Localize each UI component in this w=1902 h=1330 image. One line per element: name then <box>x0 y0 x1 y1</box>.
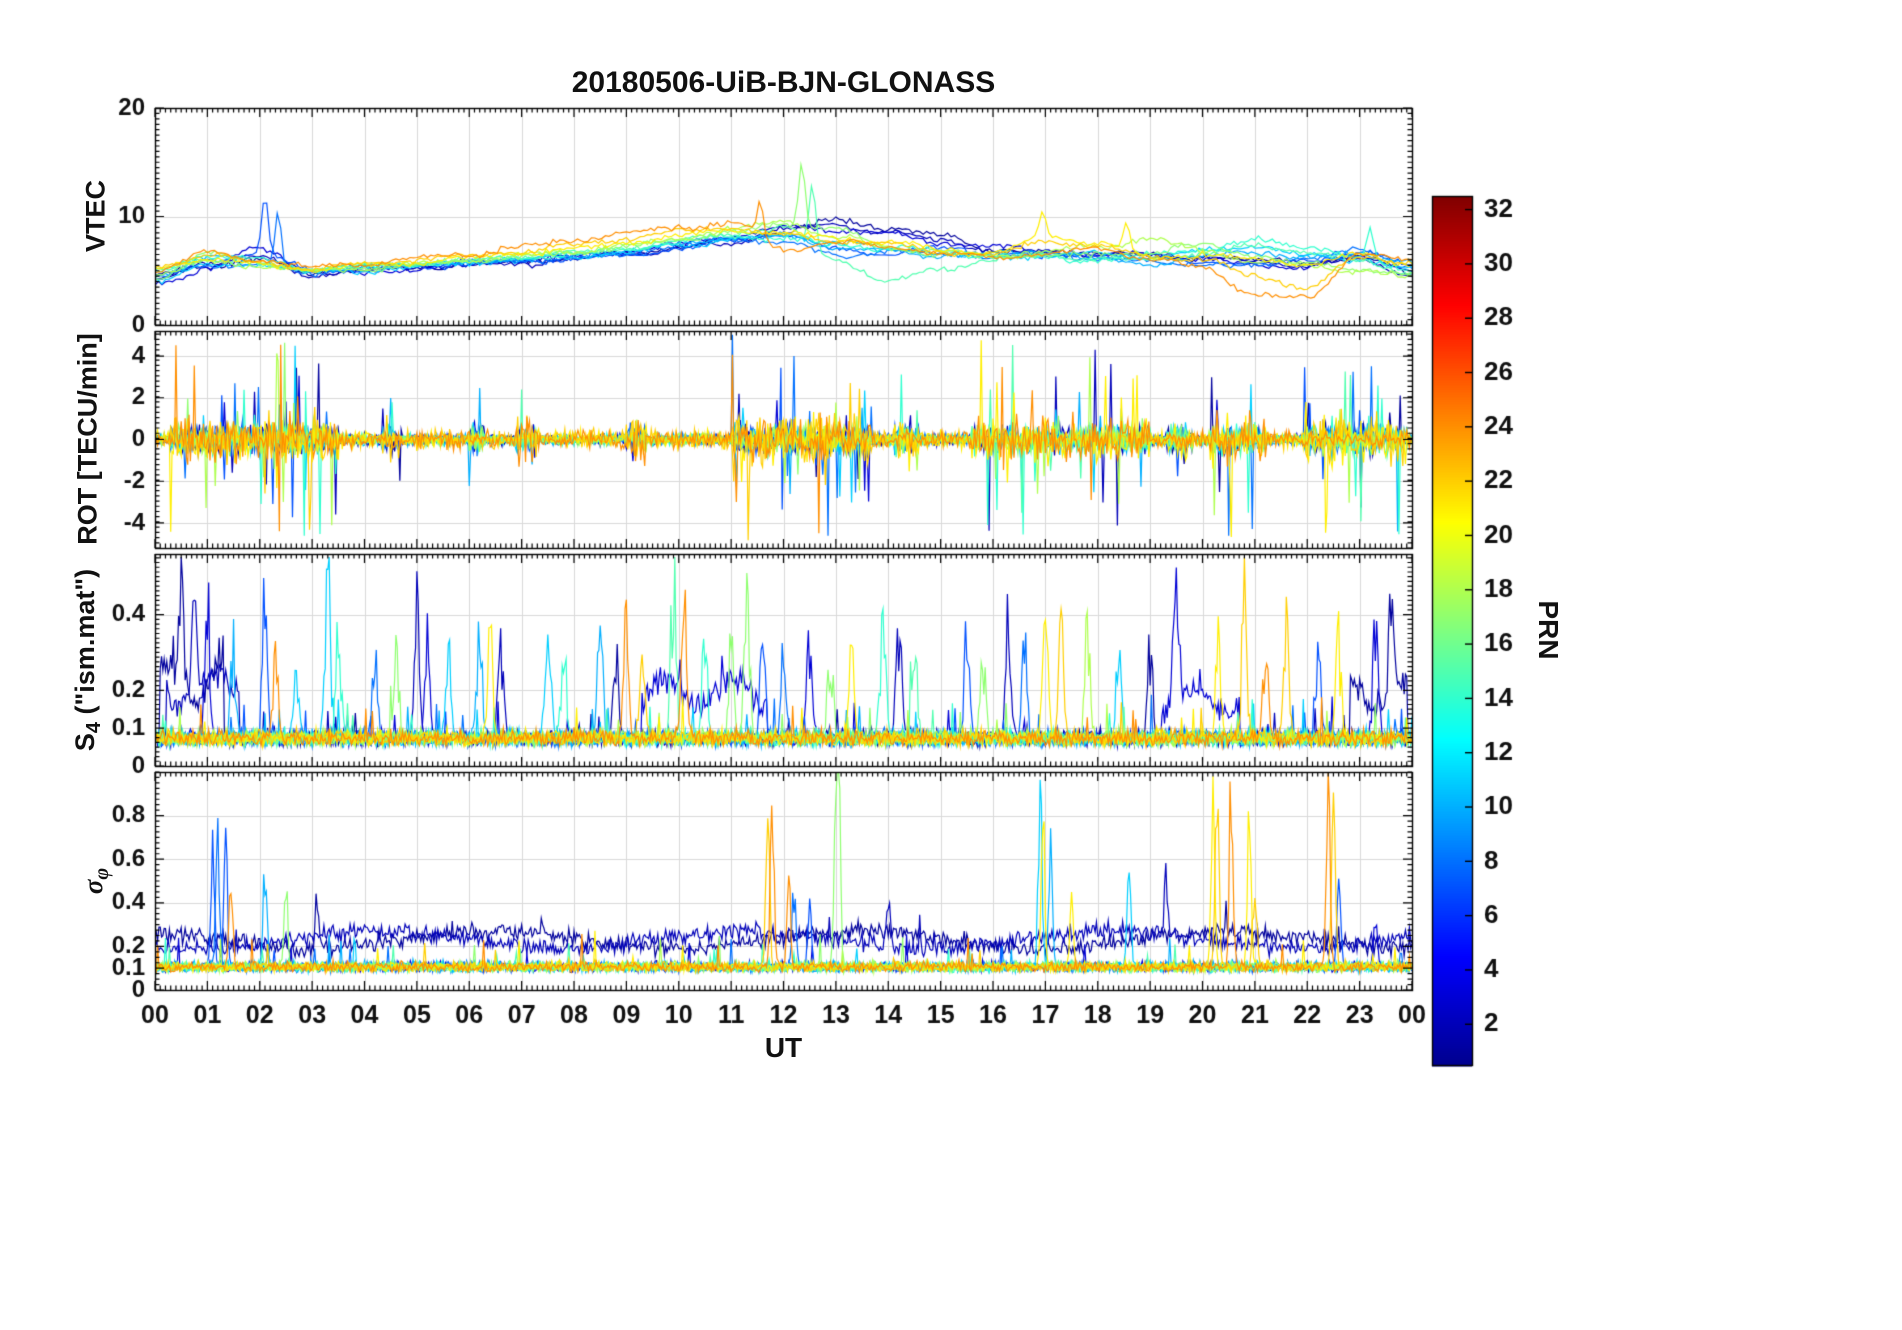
ylabel-s4-rest: ("ism.mat") <box>69 568 100 722</box>
ylabel-rot-text: ROT [TECU/min] <box>72 333 103 545</box>
xlabel-ut: UT <box>764 1032 803 1063</box>
chart-title: 20180506-UiB-BJN-GLONASS <box>571 66 996 99</box>
ylabel-s4-base: S <box>69 733 100 752</box>
ylabel-sigma-sub: φ <box>91 867 114 880</box>
colorbar-label-text: PRN <box>1533 600 1564 660</box>
ylabel-sigma-base: σ <box>77 879 108 895</box>
ylabel-s4-sub: 4 <box>83 722 106 734</box>
ylabel-vtec-text: VTEC <box>80 179 111 253</box>
